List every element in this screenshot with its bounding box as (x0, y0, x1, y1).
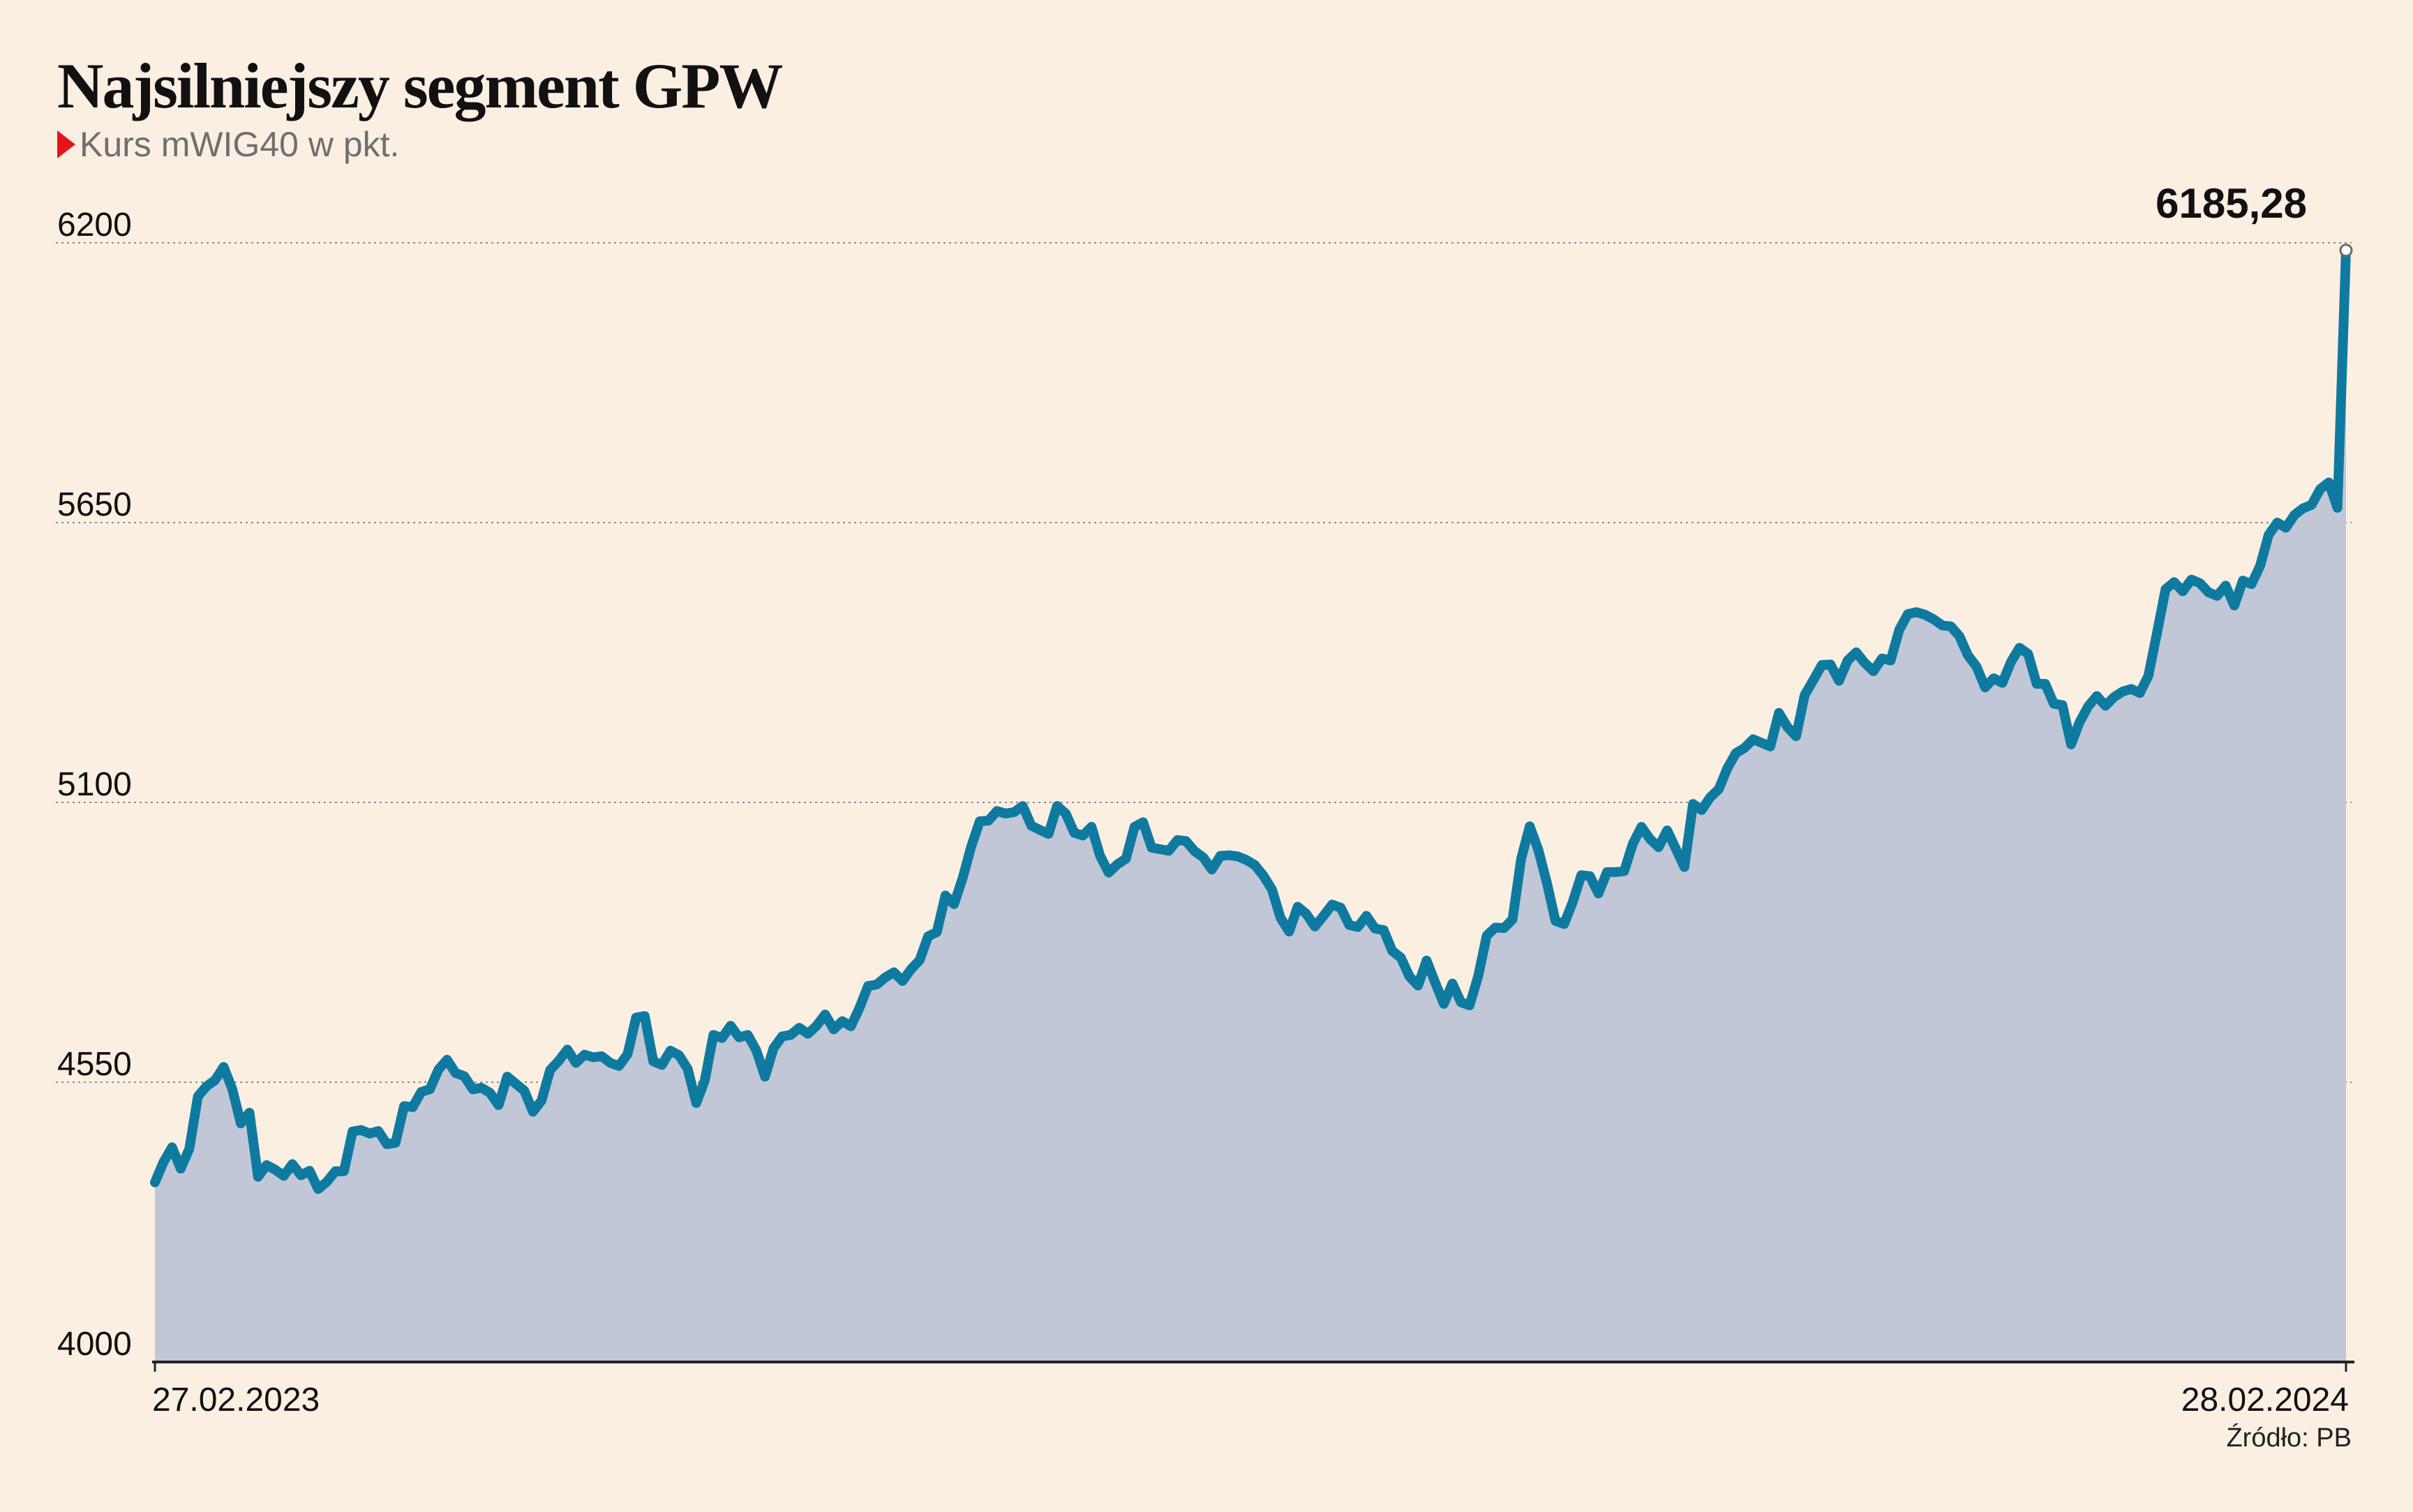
series-area (155, 250, 2346, 1363)
triangle-marker-icon (57, 130, 75, 158)
last-value-label: 6185,28 (2156, 180, 2307, 227)
x-axis-start-label: 27.02.2023 (152, 1382, 320, 1419)
x-axis-end-label: 28.02.2024 (2181, 1382, 2349, 1419)
y-tick-label: 4550 (57, 1046, 132, 1083)
y-axis-ticks: 4000 4550 5100 5650 6200 (57, 207, 132, 1363)
source-note: Źródło: PB (2226, 1423, 2352, 1453)
last-data-point (2339, 244, 2353, 257)
chart-subtitle: Kurs mWIG40 w pkt. (57, 124, 399, 165)
y-tick-label: 5650 (57, 486, 132, 523)
y-tick-label: 4000 (57, 1326, 132, 1363)
y-tick-label: 6200 (57, 207, 132, 244)
y-tick-label: 5100 (57, 766, 132, 803)
chart-title: Najsilniejszy segment GPW (57, 50, 784, 121)
chart-subtitle-text: Kurs mWIG40 w pkt. (80, 125, 400, 164)
series-line (150, 245, 2351, 1195)
